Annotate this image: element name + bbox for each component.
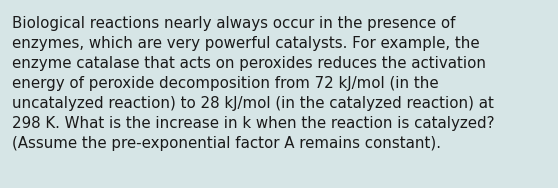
Text: Biological reactions nearly always occur in the presence of
enzymes, which are v: Biological reactions nearly always occur…: [12, 16, 494, 151]
